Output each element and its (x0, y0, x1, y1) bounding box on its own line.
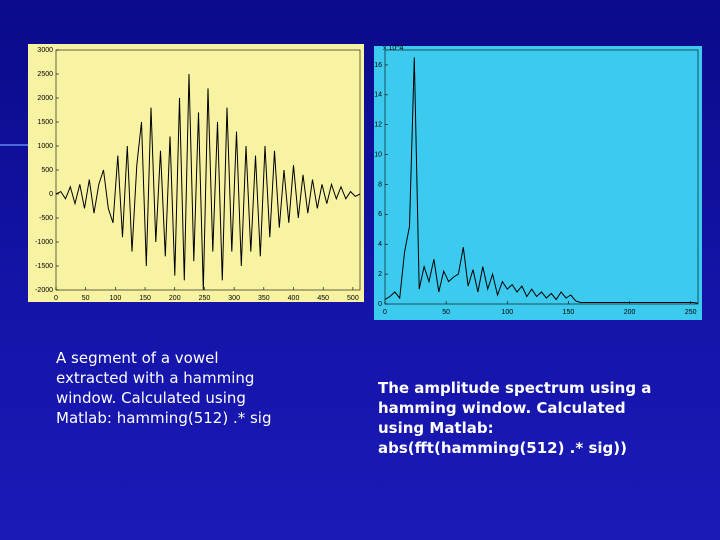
y-tick-label: 2 (378, 271, 382, 278)
caption-line: hamming window. Calculated (378, 399, 626, 417)
x-tick-label: 250 (199, 295, 211, 302)
x-tick-label: 350 (258, 295, 270, 302)
x-tick-label: 250 (685, 309, 697, 316)
x-tick-label: 0 (54, 295, 58, 302)
y-tick-label: 500 (41, 167, 53, 174)
y-tick-label: -1000 (35, 239, 53, 246)
y-tick-label: 1500 (37, 119, 53, 126)
x-tick-label: 500 (347, 295, 359, 302)
chart-background (374, 46, 702, 320)
y-tick-label: 8 (378, 181, 382, 188)
x-tick-label: 300 (228, 295, 240, 302)
caption-line: window. Calculated using (56, 389, 246, 407)
y-tick-label: 0 (378, 301, 382, 308)
y-tick-label: 1000 (37, 143, 53, 150)
caption-line: A segment of a vowel (56, 349, 219, 367)
y-tick-label: 4 (378, 241, 382, 248)
plot-frame (384, 49, 699, 305)
y-tick-label: -500 (39, 215, 53, 222)
y-tick-label: 2000 (37, 95, 53, 102)
x-tick-label: 200 (169, 295, 181, 302)
y-tick-label: -2000 (35, 287, 53, 294)
y-tick-label: 2500 (37, 71, 53, 78)
x-tick-label: 50 (82, 295, 90, 302)
y-tick-label: 0 (49, 191, 53, 198)
y-tick-label: 12 (374, 122, 382, 129)
y-tick-label: 6 (378, 211, 382, 218)
caption-line: using Matlab: (378, 419, 494, 437)
y-tick-label: 3000 (37, 47, 53, 54)
y-tick-label: 10 (374, 151, 382, 158)
x-tick-label: 150 (139, 295, 151, 302)
x-tick-label: 150 (563, 309, 575, 316)
caption: A segment of a vowel extracted with a ham… (56, 348, 271, 428)
caption: The amplitude spectrum using a hamming wi… (378, 378, 651, 458)
x-tick-label: 400 (288, 295, 300, 302)
x-tick-label: 450 (317, 295, 329, 302)
data-line (384, 57, 699, 304)
caption-line: extracted with a hamming (56, 369, 255, 387)
y-tick-label: 14 (374, 92, 382, 99)
x-tick-label: 50 (442, 309, 450, 316)
caption-line: abs(fft(hamming(512) .* sig)) (378, 439, 627, 457)
x-tick-label: 100 (110, 295, 122, 302)
x-tick-label: 100 (501, 309, 513, 316)
y-tick-label: -1500 (35, 263, 53, 270)
y-multiplier: x 10^4 (383, 45, 404, 52)
chart-background (28, 44, 364, 302)
y-tick-label: 16 (374, 62, 382, 69)
data-line (55, 73, 361, 291)
x-tick-label: 0 (383, 309, 387, 316)
x-tick-label: 200 (624, 309, 636, 316)
caption-line: The amplitude spectrum using a (378, 379, 652, 397)
caption-line: Matlab: hamming(512) .* sig (56, 409, 272, 427)
